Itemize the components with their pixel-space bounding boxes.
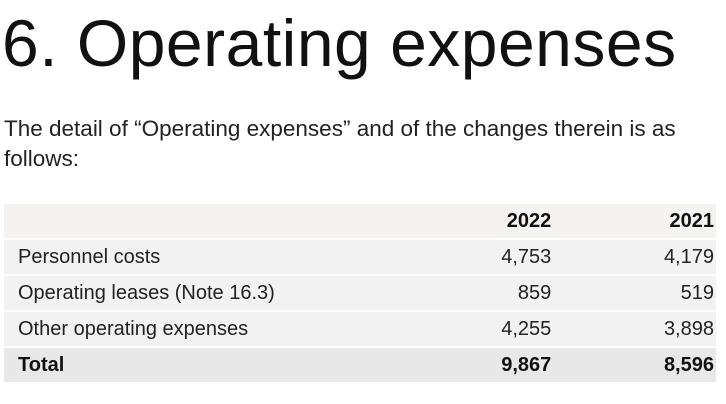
value-2021: 519	[551, 274, 716, 310]
column-header-2021: 2021	[551, 204, 716, 238]
value-2022: 4,255	[363, 310, 552, 346]
intro-paragraph: The detail of “Operating expenses” and o…	[4, 116, 676, 171]
column-header-label	[4, 204, 364, 238]
row-label: Personnel costs	[4, 238, 364, 274]
total-2022: 9,867	[363, 346, 552, 382]
row-label: Operating leases (Note 16.3)	[4, 274, 364, 310]
value-2022: 859	[363, 274, 552, 310]
operating-expenses-table: 2022 2021 Personnel costs 4,753 4,179 Op…	[4, 204, 716, 382]
total-2021: 8,596	[551, 346, 716, 382]
value-2022: 4,753	[363, 238, 552, 274]
value-2021: 3,898	[551, 310, 716, 346]
table-header-row: 2022 2021	[4, 204, 716, 238]
table-row: Personnel costs 4,753 4,179	[4, 238, 716, 274]
section-heading: 6. Operating expenses	[2, 6, 677, 80]
column-header-2022: 2022	[363, 204, 552, 238]
table-row: Other operating expenses 4,255 3,898	[4, 310, 716, 346]
table-row: Operating leases (Note 16.3) 859 519	[4, 274, 716, 310]
value-2021: 4,179	[551, 238, 716, 274]
total-label: Total	[4, 346, 364, 382]
total-row: Total 9,867 8,596	[4, 346, 716, 382]
row-label: Other operating expenses	[4, 310, 364, 346]
